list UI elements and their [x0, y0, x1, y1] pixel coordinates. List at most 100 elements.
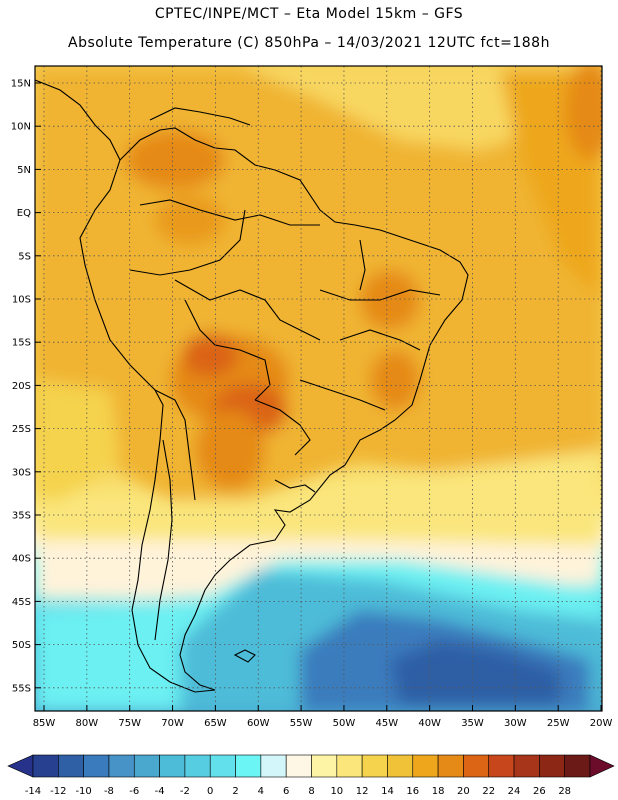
rio-de-la-plata: [274, 479, 316, 493]
colorbar-tick-label: -6: [129, 786, 139, 797]
colorbar-over-arrow: [589, 754, 615, 778]
colorbar-segment: [311, 754, 338, 778]
longitude-labels: 85W 80W 75W 70W 65W 60W 55W 50W 45W 40W 35W 30W 25W 2…: [33, 718, 613, 729]
falklands: [233, 649, 256, 663]
lon-label: 80W: [76, 718, 99, 729]
central-america: [35, 79, 121, 161]
border-amazon: [129, 209, 246, 276]
colorbar-segment: [387, 754, 414, 778]
lon-label: 85W: [33, 718, 56, 729]
lon-label: 20W: [590, 718, 613, 729]
colorbar-segment: [209, 754, 236, 778]
lon-label: 50W: [333, 718, 356, 729]
caribbean-coast: [149, 107, 251, 126]
lat-label: 35S: [12, 511, 31, 522]
lat-label: 55S: [12, 683, 31, 694]
colorbar-tick-label: 8: [308, 786, 314, 797]
colorbar-under-arrow: [7, 754, 34, 778]
lon-label: 30W: [504, 718, 527, 729]
colorbar-tick-label: 16: [406, 786, 419, 797]
colorbar-segment: [83, 754, 110, 778]
colorbar-tick-label: -10: [75, 786, 91, 797]
colorbar-segment: [108, 754, 135, 778]
map-title-line1: CPTEC/INPE/MCT – Eta Model 15km – GFS: [154, 6, 464, 22]
colorbar-tick-label: 26: [533, 786, 546, 797]
lon-label: 60W: [247, 718, 270, 729]
lat-label: 30S: [12, 467, 31, 478]
border-brazil-north: [139, 199, 320, 226]
map-title-line2: Absolute Temperature (C) 850hPa – 14/03/…: [68, 35, 550, 51]
colorbar-tick-label: 4: [258, 786, 264, 797]
colorbar-segment: [260, 754, 287, 778]
border-andes: [154, 389, 196, 501]
colorbar-segment: [564, 754, 591, 778]
lat-label: 45S: [12, 597, 31, 608]
border-states-4: [359, 239, 366, 291]
colorbar-segment: [159, 754, 186, 778]
colorbar-tick-label: 10: [330, 786, 343, 797]
colorbar-tick-label: 28: [558, 786, 571, 797]
lat-label: EQ: [17, 208, 31, 219]
coastlines: [35, 79, 469, 693]
colorbar-segment: [285, 754, 312, 778]
border-states-2: [339, 329, 421, 351]
colorbar-segment: [488, 754, 515, 778]
colorbar-tick-label: 20: [457, 786, 470, 797]
lat-label: 5N: [17, 165, 31, 176]
colorbar-tick-label: 14: [381, 786, 394, 797]
lon-label: 45W: [375, 718, 398, 729]
lat-label: 50S: [12, 640, 31, 651]
graticule: [35, 66, 602, 711]
lat-label: 15N: [11, 79, 31, 90]
colorbar-tick-labels: -14 -12 -10 -8 -6 -4 -2 0 2 4 6 8 10 12 14 16 18 20 22 24 26…: [25, 786, 571, 797]
colorbar-tick-label: -4: [155, 786, 165, 797]
colorbar: [7, 754, 615, 778]
lat-label: 5S: [18, 251, 31, 262]
colorbar-segment: [463, 754, 490, 778]
colorbar-tick-label: 6: [283, 786, 289, 797]
lat-label: 25S: [12, 424, 31, 435]
lon-label: 40W: [418, 718, 441, 729]
border-states-1: [319, 289, 441, 301]
colorbar-tick-label: 2: [232, 786, 238, 797]
colorbar-segment: [539, 754, 565, 778]
lat-label: 15S: [12, 338, 31, 349]
colorbar-tick-label: -12: [50, 786, 66, 797]
colorbar-segment: [437, 754, 464, 778]
colorbar-segment: [133, 754, 160, 778]
colorbar-segment: [32, 754, 59, 778]
lon-label: 65W: [204, 718, 227, 729]
colorbar-segment: [412, 754, 439, 778]
south-america-outline: [79, 127, 469, 693]
lat-label: 10N: [11, 122, 31, 133]
colorbar-tick-label: 22: [482, 786, 495, 797]
colorbar-segment: [184, 754, 211, 778]
colorbar-segment: [361, 754, 388, 778]
colorbar-tick-label: 0: [207, 786, 213, 797]
latitude-labels: 15N 10N 5N EQ 5S 10S 15S 20S 25S 30S 35S 40S 45S 50S 5…: [11, 79, 31, 695]
lon-label: 70W: [161, 718, 184, 729]
border-argentina-chile: [154, 439, 173, 641]
lat-label: 10S: [12, 295, 31, 306]
border-paraguay: [254, 399, 311, 456]
lon-label: 75W: [118, 718, 141, 729]
colorbar-segment: [235, 754, 262, 778]
border-brazil-west: [174, 279, 321, 341]
map-frame: [34, 65, 603, 712]
lat-label: 20S: [12, 381, 31, 392]
colorbar-segment: [58, 754, 84, 778]
lat-label: 40S: [12, 554, 31, 565]
lon-label: 25W: [547, 718, 570, 729]
colorbar-tick-label: -8: [104, 786, 114, 797]
colorbar-segment: [336, 754, 363, 778]
lon-label: 55W: [290, 718, 313, 729]
colorbar-tick-label: 18: [432, 786, 445, 797]
colorbar-tick-label: -2: [180, 786, 190, 797]
axis-ticks: [35, 82, 602, 711]
colorbar-tick-label: 12: [356, 786, 369, 797]
colorbar-tick-label: 24: [508, 786, 521, 797]
colorbar-segment: [513, 754, 540, 778]
lon-label: 35W: [461, 718, 484, 729]
colorbar-tick-label: -14: [25, 786, 41, 797]
